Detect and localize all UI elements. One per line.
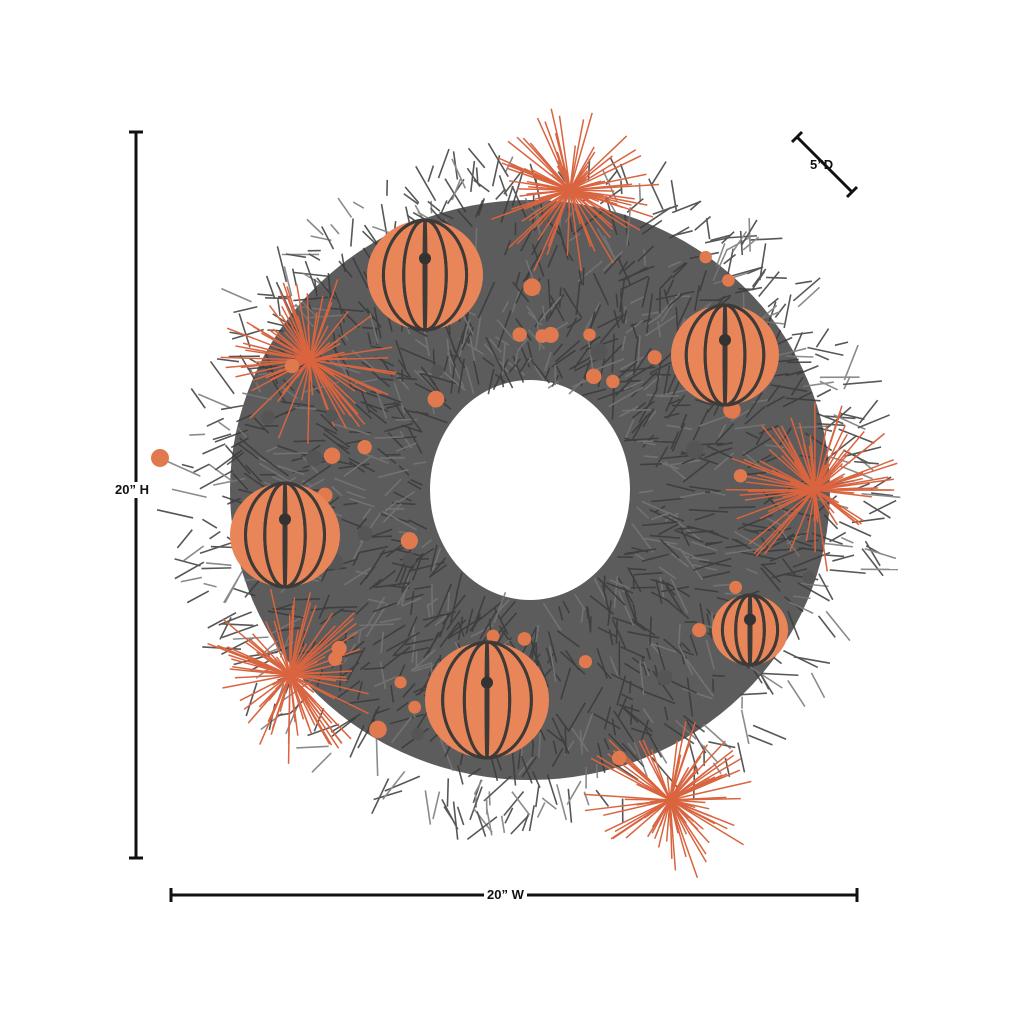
berry xyxy=(284,358,300,374)
pumpkin xyxy=(425,640,549,760)
width-label: 20” W xyxy=(484,887,527,903)
berry xyxy=(427,390,445,408)
berry xyxy=(699,250,712,264)
berry xyxy=(733,469,748,483)
berry xyxy=(686,441,704,459)
berry xyxy=(328,651,343,666)
berry xyxy=(357,440,372,455)
berry xyxy=(586,368,602,385)
orange-spray xyxy=(207,588,369,764)
berry xyxy=(430,364,444,378)
berry xyxy=(722,274,735,287)
orange-spray xyxy=(725,402,898,572)
pumpkin xyxy=(367,218,483,332)
berry xyxy=(306,450,323,467)
berry xyxy=(369,720,387,739)
berry xyxy=(517,632,532,646)
berry xyxy=(325,409,338,422)
berry xyxy=(583,328,596,341)
berry xyxy=(323,447,341,464)
berry xyxy=(578,655,593,669)
height-label: 20” H xyxy=(112,482,152,498)
berry xyxy=(512,327,527,342)
pumpkin xyxy=(712,593,788,667)
berry xyxy=(408,700,422,714)
orange-spray xyxy=(491,108,659,272)
orange-spray xyxy=(220,279,397,444)
berry xyxy=(411,727,425,741)
berry xyxy=(523,278,541,297)
berry xyxy=(692,623,707,638)
berry xyxy=(260,410,276,425)
berry xyxy=(657,669,673,686)
berry xyxy=(400,532,418,550)
berry xyxy=(151,449,169,467)
berry xyxy=(611,750,627,766)
pumpkin xyxy=(230,481,340,589)
berry xyxy=(357,526,373,542)
berry xyxy=(647,350,662,365)
berry xyxy=(590,343,608,361)
pumpkin xyxy=(671,303,779,407)
berry xyxy=(542,326,559,343)
depth-label: 5”D xyxy=(810,157,834,172)
berry xyxy=(402,552,417,567)
berry xyxy=(802,570,816,584)
berry xyxy=(394,676,407,689)
berry xyxy=(729,580,742,594)
berry xyxy=(606,374,620,389)
berry xyxy=(486,629,500,643)
depth-dimension-line xyxy=(795,135,854,194)
